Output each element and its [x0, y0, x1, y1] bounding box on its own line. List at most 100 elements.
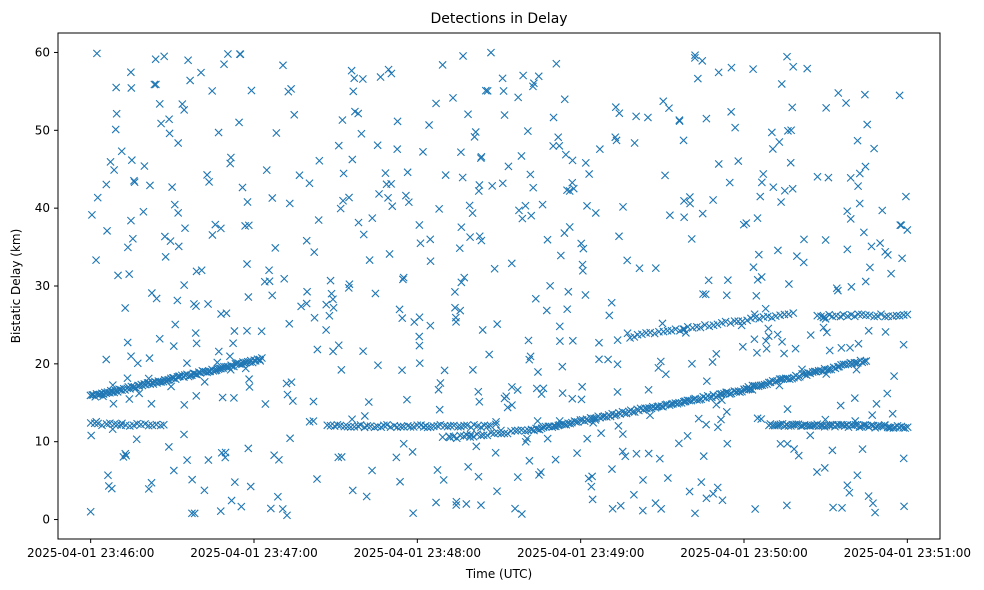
detection-point [761, 304, 770, 313]
detection-point [173, 296, 182, 305]
detection-point [780, 349, 789, 358]
detection-point [538, 200, 547, 209]
detection-point [537, 424, 546, 433]
detection-point [686, 199, 695, 208]
detection-point [864, 492, 873, 501]
detection-point [333, 420, 342, 429]
detection-point [309, 397, 318, 406]
detection-point [323, 421, 332, 430]
detection-point [204, 456, 213, 465]
detection-point [780, 422, 789, 431]
detection-point [123, 243, 132, 252]
detection-point [543, 235, 552, 244]
detection-point [821, 415, 830, 424]
detection-point [161, 252, 170, 261]
detection-point [183, 456, 192, 465]
detection-point [656, 357, 665, 366]
detection-point [861, 421, 870, 430]
detection-point [363, 421, 372, 430]
detection-point [486, 48, 495, 57]
detection-point [92, 49, 101, 58]
detection-point [632, 449, 641, 458]
detection-point [456, 148, 465, 157]
detection-point [683, 431, 692, 440]
detection-point [773, 246, 782, 255]
detection-point [613, 387, 622, 396]
detection-point [861, 311, 870, 320]
detection-point [859, 228, 868, 237]
detection-point [155, 334, 164, 343]
detection-point [739, 220, 748, 229]
detection-point [504, 162, 513, 171]
detection-point [474, 387, 483, 396]
detection-point [441, 171, 450, 180]
detection-point [693, 74, 702, 83]
detection-point [338, 116, 347, 125]
detection-point [180, 105, 189, 114]
detection-point [151, 80, 160, 89]
detection-point [222, 309, 231, 318]
detection-point [426, 257, 435, 266]
detection-point [877, 310, 886, 319]
detection-point [782, 501, 791, 510]
x-tick-label: 2025-04-01 23:47:00 [190, 546, 317, 560]
detection-point [359, 230, 368, 239]
detection-point [784, 310, 793, 319]
detection-point [104, 481, 113, 490]
detection-point [164, 442, 173, 451]
detection-point [722, 407, 731, 416]
detection-point [560, 229, 569, 238]
detection-point [168, 183, 177, 192]
detection-point [364, 398, 373, 407]
detection-point [529, 183, 538, 192]
detection-point [111, 125, 120, 134]
detection-point [302, 299, 311, 308]
detection-point [449, 93, 457, 102]
detection-point [368, 214, 377, 223]
detection-point [775, 138, 784, 146]
detection-point [246, 482, 255, 491]
detection-point [500, 111, 509, 120]
detection-point [507, 401, 516, 410]
detection-point [474, 187, 483, 195]
detection-point [273, 492, 282, 501]
detection-point [732, 387, 741, 396]
detection-point [132, 435, 141, 444]
detection-point [717, 396, 726, 405]
detection-point [337, 365, 346, 374]
detection-point [713, 423, 722, 432]
detection-point [360, 411, 369, 420]
detection-point [282, 511, 291, 520]
detection-point [373, 361, 382, 370]
y-tick-label: 60 [35, 45, 50, 59]
detection-point [723, 276, 732, 285]
detection-point [483, 86, 492, 95]
detection-point [278, 504, 287, 513]
detection-point [188, 475, 197, 484]
detection-point [687, 359, 696, 368]
detection-point [348, 486, 357, 495]
detection-point [310, 313, 319, 322]
detection-point [895, 91, 904, 100]
y-tick-label: 40 [35, 201, 50, 215]
detection-point [285, 199, 294, 208]
detection-point [721, 317, 730, 326]
detection-point [867, 421, 876, 430]
detection-point [462, 499, 471, 508]
detection-point [799, 235, 808, 244]
detection-point [887, 269, 896, 278]
detection-point [169, 342, 178, 351]
detection-point [114, 271, 123, 280]
detection-point [526, 170, 535, 179]
detection-point [466, 233, 475, 242]
detection-point [481, 86, 490, 95]
detection-point [798, 365, 806, 374]
detection-point [607, 465, 616, 474]
detection-point [385, 249, 394, 258]
detection-point [896, 221, 905, 230]
detection-point [542, 306, 551, 315]
detection-point [757, 272, 766, 281]
x-tick-label: 2025-04-01 23:49:00 [517, 546, 644, 560]
detection-point [613, 336, 622, 345]
detection-point [242, 326, 251, 335]
